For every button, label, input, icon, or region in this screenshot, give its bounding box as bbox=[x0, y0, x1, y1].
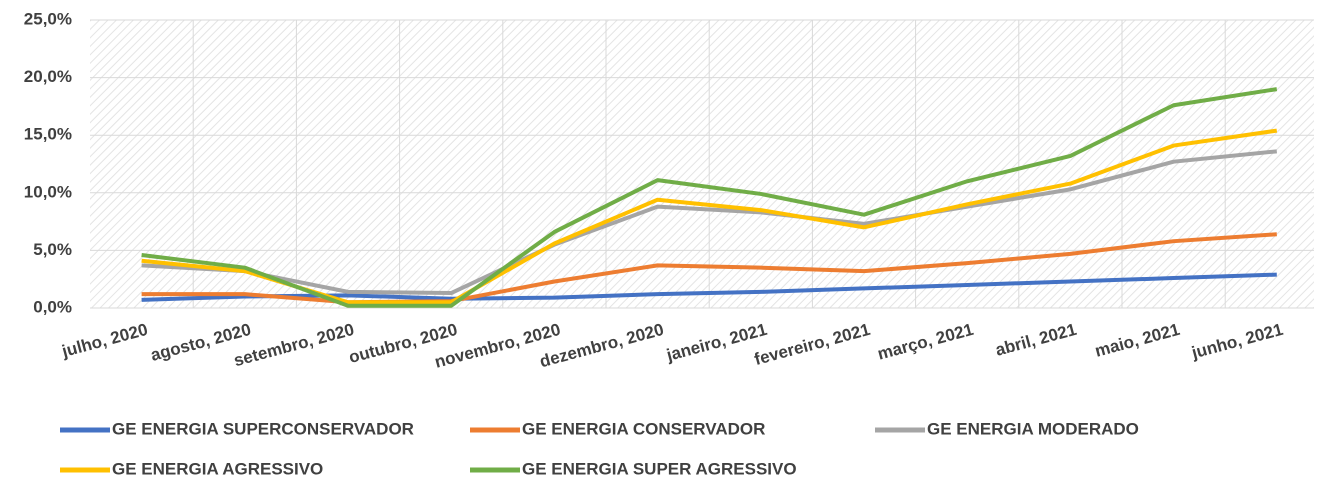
legend-label: GE ENERGIA SUPER AGRESSIVO bbox=[522, 459, 797, 478]
x-tick-label: setembro, 2020 bbox=[232, 320, 356, 370]
y-tick-label: 20,0% bbox=[24, 67, 72, 86]
y-tick-label: 0,0% bbox=[33, 297, 72, 316]
plot-background bbox=[90, 20, 1314, 308]
x-tick-label: março, 2021 bbox=[876, 320, 976, 364]
legend-label: GE ENERGIA MODERADO bbox=[927, 419, 1139, 438]
x-tick-label: junho, 2021 bbox=[1189, 320, 1285, 363]
legend-label: GE ENERGIA SUPERCONSERVADOR bbox=[112, 419, 414, 438]
x-tick-label: abril, 2021 bbox=[993, 320, 1078, 360]
legend-label: GE ENERGIA AGRESSIVO bbox=[112, 459, 323, 478]
y-tick-label: 10,0% bbox=[24, 182, 72, 201]
y-tick-label: 5,0% bbox=[33, 240, 72, 259]
x-tick-label: janeiro, 2021 bbox=[664, 320, 769, 365]
y-tick-label: 15,0% bbox=[24, 125, 72, 144]
x-tick-label: julho, 2020 bbox=[59, 320, 150, 361]
series-line bbox=[141, 128, 1278, 305]
x-tick-label: maio, 2021 bbox=[1093, 320, 1182, 361]
x-tick-label: fevereiro, 2021 bbox=[752, 320, 872, 369]
series-line bbox=[141, 87, 1278, 308]
y-tick-label: 25,0% bbox=[24, 9, 72, 28]
series-line bbox=[141, 149, 1277, 296]
legend-label: GE ENERGIA CONSERVADOR bbox=[522, 419, 765, 438]
